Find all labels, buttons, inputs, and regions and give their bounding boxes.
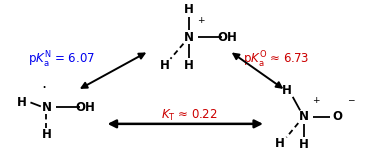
Text: H: H — [160, 59, 170, 72]
Text: p$\mathit{K}_{\mathrm{a}}^{\mathrm{O}}$ ≈ 6.73: p$\mathit{K}_{\mathrm{a}}^{\mathrm{O}}$ … — [243, 50, 309, 70]
Text: H: H — [42, 128, 51, 141]
Text: +: + — [197, 16, 205, 25]
Text: N: N — [41, 101, 51, 114]
Text: H: H — [184, 3, 194, 16]
Text: ·: · — [41, 81, 46, 96]
Text: +: + — [312, 96, 320, 104]
Text: O: O — [332, 110, 342, 123]
Text: H: H — [282, 84, 292, 97]
Text: p$\mathit{K}_{\mathrm{a}}^{\mathrm{N}}$ = 6.07: p$\mathit{K}_{\mathrm{a}}^{\mathrm{N}}$ … — [28, 50, 95, 70]
Text: H: H — [184, 59, 194, 72]
Text: N: N — [184, 31, 194, 44]
Text: OH: OH — [75, 101, 95, 114]
Text: H: H — [275, 137, 285, 150]
Text: H: H — [299, 138, 309, 151]
Text: $\mathit{K}_{\mathrm{T}}$ ≈ 0.22: $\mathit{K}_{\mathrm{T}}$ ≈ 0.22 — [161, 108, 217, 123]
Text: N: N — [299, 110, 309, 123]
Text: −: − — [347, 96, 355, 104]
Text: H: H — [17, 96, 27, 109]
Text: OH: OH — [217, 31, 237, 44]
